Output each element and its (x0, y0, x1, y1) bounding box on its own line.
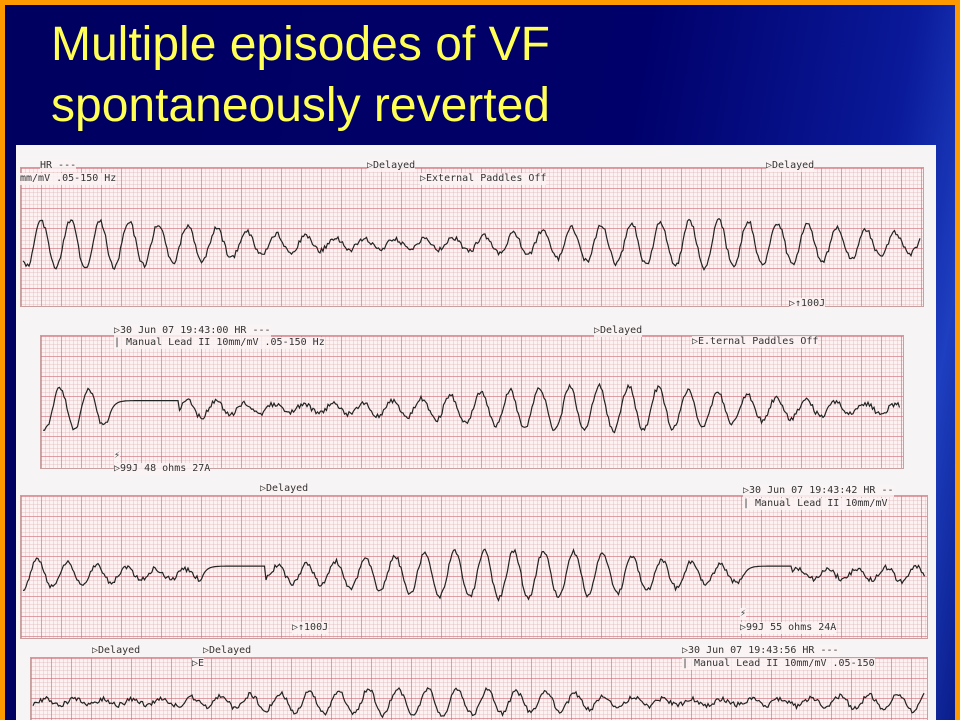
ecg-strip-2 (40, 335, 904, 469)
strip-4-event: ▷E (192, 658, 205, 670)
strip-2-shock-marker: ⚡ (114, 450, 121, 462)
strip-2-paddles: ▷E.ternal Paddles Off (692, 336, 819, 348)
strip-3-shock-marker: ⚡ (740, 608, 747, 620)
strip-1-paddles: ▷External Paddles Off (420, 173, 547, 185)
strip-1-hr: HR --- (40, 160, 77, 172)
strip-2-shock: ▷99J 48 ohms 27A (114, 463, 211, 475)
strip-2-timestamp: ▷30 Jun 07 19:43:00 HR --- (114, 325, 271, 337)
ecg-strip-1 (20, 167, 924, 307)
strip-1-delayed-2: ▷Delayed (766, 160, 815, 172)
ecg-trace-4 (32, 686, 925, 719)
strip-1-delayed-1: ▷Delayed (367, 160, 416, 172)
strip-1-settings: mm/mV .05-150 Hz (20, 173, 117, 185)
strip-1-shock: ▷↑100J (789, 298, 826, 310)
strip-4-delayed-1: ▷Delayed (92, 645, 141, 657)
strip-3-delayed: ▷Delayed (260, 483, 309, 495)
strip-4-settings: | Manual Lead II 10mm/mV .05-150 (682, 658, 875, 670)
ecg-printout: HR --- mm/mV .05-150 Hz ▷Delayed ▷Extern… (16, 145, 936, 720)
strip-3-shock-1: ▷↑100J (292, 622, 329, 634)
ecg-trace-2 (42, 382, 901, 434)
strip-3-settings: | Manual Lead II 10mm/mV (743, 498, 888, 510)
slide-title-line-1: Multiple episodes of VF (51, 18, 550, 71)
slide: Multiple episodes of VF spontaneously re… (5, 5, 955, 720)
strip-4-delayed-2: ▷Delayed (203, 645, 252, 657)
strip-2-settings: | Manual Lead II 10mm/mV .05-150 Hz (114, 337, 325, 349)
strip-2-delayed: ▷Delayed (594, 325, 643, 337)
slide-title-line-2: spontaneously reverted (51, 79, 550, 132)
ecg-trace-3 (22, 548, 926, 603)
strip-4-timestamp: ▷30 Jun 07 19:43:56 HR --- (682, 645, 839, 657)
ecg-strip-3 (20, 495, 928, 639)
ecg-waveform (32, 686, 925, 719)
strip-3-timestamp: ▷30 Jun 07 19:43:42 HR -- (743, 485, 894, 497)
strip-3-shock-2: ▷99J 55 ohms 24A (740, 622, 837, 634)
ecg-waveform (22, 217, 921, 272)
ecg-trace-1 (22, 217, 921, 272)
ecg-waveform (42, 382, 901, 434)
ecg-waveform (22, 548, 926, 603)
